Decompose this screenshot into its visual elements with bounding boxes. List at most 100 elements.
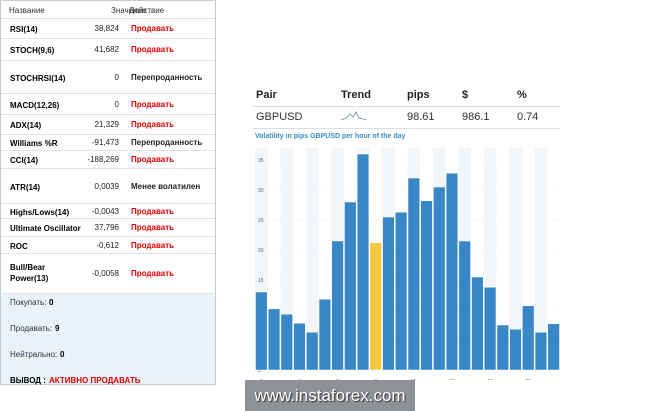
indicator-value: 38,824 <box>94 23 119 33</box>
indicator-name: ADX(14) <box>10 121 42 130</box>
x-tick-label: 15 <box>449 379 455 380</box>
pair-header: pips <box>407 89 430 101</box>
indicator-value: 0 <box>114 99 119 109</box>
stripe <box>534 148 548 370</box>
pair-cell: 0.74 <box>517 111 539 123</box>
pair-header: Trend <box>341 89 371 101</box>
bar <box>382 216 395 371</box>
y-tick-label: 30 <box>258 188 264 194</box>
indicator-action: Продавать <box>131 223 175 232</box>
indicator-value: 0 <box>114 72 119 82</box>
indicator-action: Продавать <box>131 45 175 54</box>
conclusion-label: ВЫВОД : <box>10 376 46 385</box>
indicator-row <box>1 18 215 39</box>
bar <box>280 313 293 371</box>
summary-label: Покупать: <box>10 298 47 307</box>
indicator-action: Продавать <box>131 155 175 164</box>
bar <box>369 242 382 371</box>
bar <box>395 211 408 371</box>
indicator-name: STOCH(9,6) <box>10 46 55 55</box>
indicator-row <box>1 115 215 135</box>
x-tick-label: 6 <box>336 379 339 380</box>
stripe <box>509 148 522 370</box>
y-tick-label: 15 <box>258 278 264 284</box>
indicator-name: Bull/Bear Power(13) <box>10 263 49 283</box>
bar <box>407 177 420 371</box>
pair-cell: 986.1 <box>462 111 490 123</box>
bar <box>547 323 560 371</box>
indicator-row <box>1 135 215 151</box>
x-tick-label: 9 <box>374 379 377 380</box>
y-tick-label: 20 <box>258 248 264 254</box>
indicator-row <box>1 169 215 204</box>
x-tick-label: 18 <box>487 379 493 380</box>
indicator-name: ROC <box>10 241 28 251</box>
indicator-row <box>1 61 215 94</box>
row-divider <box>253 106 560 107</box>
bar <box>293 322 306 371</box>
indicator-value: -0,612 <box>96 240 119 250</box>
indicator-name: Highs/Lows(14) <box>10 207 70 217</box>
summary-value: 0 <box>49 298 54 307</box>
indicator-action: Продавать <box>131 269 175 278</box>
indicator-value: 21,329 <box>94 120 119 129</box>
indicator-action: Менее волатилен <box>131 181 201 191</box>
indicator-value: 0,0039 <box>94 181 119 191</box>
y-tick-label: 35 <box>258 158 264 164</box>
x-tick-label: 3 <box>298 379 301 380</box>
indicator-row <box>1 94 215 115</box>
indicator-row <box>1 151 215 169</box>
bar <box>331 240 344 371</box>
bar <box>496 324 509 371</box>
conclusion-value: АКТИВНО ПРОДАВАТЬ <box>49 376 141 385</box>
x-tick-label: 12 <box>411 379 417 380</box>
indicator-action: Продавать <box>131 240 175 250</box>
indicator-name: ATR(14) <box>10 182 41 192</box>
summary-value: 0 <box>60 350 65 359</box>
header-row <box>1 1 215 19</box>
bar <box>306 331 319 371</box>
indicator-action: Продавать <box>131 206 175 216</box>
indicator-action: Продавать <box>131 120 175 129</box>
row-divider <box>253 128 560 129</box>
indicator-row <box>1 204 215 219</box>
pair-cell: 98.61 <box>407 111 435 123</box>
watermark: www.instaforex.com <box>245 380 415 411</box>
trend-sparkline <box>341 111 367 121</box>
indicator-value: -188,269 <box>87 155 119 164</box>
header-cell: Действие <box>129 6 165 15</box>
indicator-value: 37,796 <box>94 223 119 232</box>
bar <box>484 286 497 371</box>
y-tick-label: 25 <box>258 218 264 224</box>
indicator-row <box>1 237 215 254</box>
indicator-value: -0,0043 <box>91 206 119 216</box>
bar <box>509 328 522 371</box>
summary-label: Нейтрально: <box>10 350 58 359</box>
indicator-action: Перепроданность <box>131 72 203 82</box>
summary: Покупать: 0 Продавать: 9 Нейтрально: 0 ВЫВОД :… <box>1 294 215 385</box>
header-cell: Название <box>9 6 45 15</box>
summary-value: 9 <box>55 324 60 333</box>
y-tick-label: 0 <box>258 368 261 374</box>
indicator-action: Продавать <box>131 23 175 33</box>
pair-header: % <box>517 89 527 101</box>
chart: Volatility in pips GBPUSD per hour of th… <box>255 133 560 380</box>
bar <box>458 240 471 371</box>
bar <box>420 200 433 371</box>
bar <box>318 298 331 371</box>
x-tick-label: 0 <box>260 379 263 380</box>
indicator-name: STOCHRSI(14) <box>10 73 66 83</box>
indicator-value: 41,682 <box>94 45 119 54</box>
header-cell: Значение <box>111 6 147 15</box>
stripe <box>305 148 319 370</box>
x-tick-label: 21 <box>525 379 531 380</box>
bar <box>356 153 370 371</box>
summary-label: Продавать: <box>10 324 53 333</box>
bar <box>445 172 459 371</box>
bar <box>522 305 535 371</box>
indicator-action: Перепроданность <box>131 138 203 147</box>
pair-cell: GBPUSD <box>256 111 303 123</box>
indicator-name: Ultimate Oscillator <box>10 224 81 233</box>
indicator-value: -0,0058 <box>91 269 119 278</box>
